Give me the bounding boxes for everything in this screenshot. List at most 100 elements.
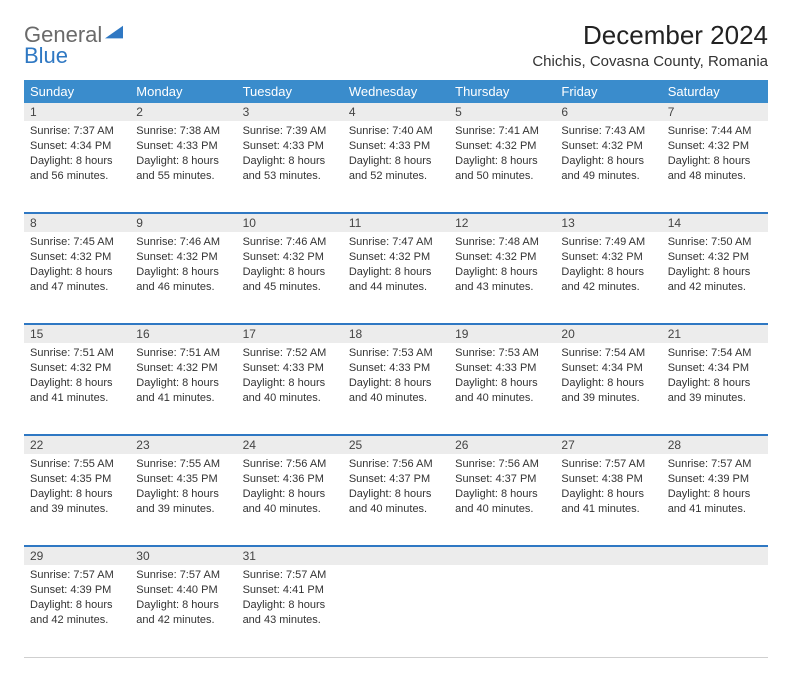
day-line: Sunset: 4:33 PM [349,361,443,376]
day-number-cell: 7 [662,103,768,121]
day-line: Daylight: 8 hours [136,487,230,502]
day-line: Daylight: 8 hours [561,487,655,502]
day-details: Sunrise: 7:51 AMSunset: 4:32 PMDaylight:… [24,343,130,411]
day-content-row: Sunrise: 7:51 AMSunset: 4:32 PM Daylight:… [24,343,768,435]
day-number: 1 [24,103,130,121]
day-details: Sunrise: 7:38 AMSunset: 4:33 PMDaylight:… [130,121,236,189]
day-content-cell [662,565,768,657]
day-content-cell: Sunrise: 7:57 AMSunset: 4:39 PMDaylight:… [24,565,130,657]
day-details: Sunrise: 7:54 AMSunset: 4:34 PMDaylight:… [555,343,661,411]
day-line: and 42 minutes. [561,280,655,295]
day-line: Sunset: 4:32 PM [668,139,762,154]
day-content-cell: Sunrise: 7:56 AMSunset: 4:37 PMDaylight:… [449,454,555,546]
day-number-cell: 15 [24,324,130,343]
day-line: Daylight: 8 hours [668,376,762,391]
day-line: and 40 minutes. [243,502,337,517]
day-line: Daylight: 8 hours [243,487,337,502]
day-line: Sunrise: 7:44 AM [668,124,762,139]
day-line: Sunset: 4:32 PM [136,361,230,376]
day-number-cell: 6 [555,103,661,121]
day-line: and 47 minutes. [30,280,124,295]
day-details: Sunrise: 7:57 AMSunset: 4:39 PMDaylight:… [24,565,130,633]
calendar-page: General Blue December 2024 Chichis, Cova… [0,0,792,678]
weekday-header: Thursday [449,80,555,103]
day-number-cell: 21 [662,324,768,343]
day-number-cell: 22 [24,435,130,454]
day-number: 14 [662,214,768,232]
day-number: 3 [237,103,343,121]
day-line: Sunrise: 7:50 AM [668,235,762,250]
day-line: Daylight: 8 hours [349,265,443,280]
day-line: Daylight: 8 hours [30,487,124,502]
day-content-cell: Sunrise: 7:48 AMSunset: 4:32 PMDaylight:… [449,232,555,324]
day-line: Sunrise: 7:53 AM [455,346,549,361]
weekday-header: Monday [130,80,236,103]
day-number-cell: 5 [449,103,555,121]
logo-triangle-icon [105,24,123,42]
day-content-cell: Sunrise: 7:46 AMSunset: 4:32 PMDaylight:… [130,232,236,324]
day-line: Sunset: 4:39 PM [30,583,124,598]
day-line: and 42 minutes. [30,613,124,628]
day-line: Sunset: 4:40 PM [136,583,230,598]
weekday-header: Sunday [24,80,130,103]
day-number-cell: 28 [662,435,768,454]
day-line: Daylight: 8 hours [243,265,337,280]
day-number-cell [555,546,661,565]
day-line: and 48 minutes. [668,169,762,184]
day-number-row: 891011121314 [24,213,768,232]
day-number-cell: 13 [555,213,661,232]
day-number-cell: 1 [24,103,130,121]
day-line: Sunrise: 7:57 AM [136,568,230,583]
weekday-header-row: Sunday Monday Tuesday Wednesday Thursday… [24,80,768,103]
day-number: 29 [24,547,130,565]
day-line: and 49 minutes. [561,169,655,184]
day-line: Sunrise: 7:56 AM [243,457,337,472]
day-details: Sunrise: 7:46 AMSunset: 4:32 PMDaylight:… [130,232,236,300]
day-content-cell: Sunrise: 7:57 AMSunset: 4:39 PMDaylight:… [662,454,768,546]
day-line: and 39 minutes. [668,391,762,406]
day-line: Sunset: 4:38 PM [561,472,655,487]
day-number: 12 [449,214,555,232]
day-number: 7 [662,103,768,121]
day-number-cell: 30 [130,546,236,565]
day-line: and 43 minutes. [455,280,549,295]
day-line: Sunset: 4:32 PM [455,139,549,154]
day-number-cell: 24 [237,435,343,454]
day-details: Sunrise: 7:47 AMSunset: 4:32 PMDaylight:… [343,232,449,300]
day-line: Daylight: 8 hours [668,487,762,502]
day-content-cell: Sunrise: 7:37 AMSunset: 4:34 PMDaylight:… [24,121,130,213]
day-content-cell [555,565,661,657]
day-line: Daylight: 8 hours [30,598,124,613]
day-details: Sunrise: 7:45 AMSunset: 4:32 PMDaylight:… [24,232,130,300]
day-line: Sunrise: 7:48 AM [455,235,549,250]
day-line: and 41 minutes. [136,391,230,406]
month-title: December 2024 [532,20,768,51]
day-number: 5 [449,103,555,121]
day-line: Daylight: 8 hours [561,265,655,280]
day-number-cell: 19 [449,324,555,343]
day-line: Sunset: 4:32 PM [668,250,762,265]
day-number: 22 [24,436,130,454]
day-content-cell: Sunrise: 7:40 AMSunset: 4:33 PMDaylight:… [343,121,449,213]
day-line: Sunrise: 7:51 AM [136,346,230,361]
day-number: 27 [555,436,661,454]
day-details: Sunrise: 7:51 AMSunset: 4:32 PMDaylight:… [130,343,236,411]
day-number: 20 [555,325,661,343]
day-number-row: 15161718192021 [24,324,768,343]
logo: General Blue [24,20,123,67]
day-line: Daylight: 8 hours [349,487,443,502]
day-line: Daylight: 8 hours [668,154,762,169]
day-line: Sunset: 4:39 PM [668,472,762,487]
day-line: and 40 minutes. [243,391,337,406]
day-content-cell: Sunrise: 7:43 AMSunset: 4:32 PMDaylight:… [555,121,661,213]
day-line: and 53 minutes. [243,169,337,184]
day-content-cell: Sunrise: 7:39 AMSunset: 4:33 PMDaylight:… [237,121,343,213]
day-number-row: 22232425262728 [24,435,768,454]
day-line: and 42 minutes. [668,280,762,295]
day-number-cell: 9 [130,213,236,232]
day-number-cell: 17 [237,324,343,343]
day-line: Sunset: 4:32 PM [349,250,443,265]
day-line: and 56 minutes. [30,169,124,184]
day-number-cell: 27 [555,435,661,454]
day-number: 16 [130,325,236,343]
